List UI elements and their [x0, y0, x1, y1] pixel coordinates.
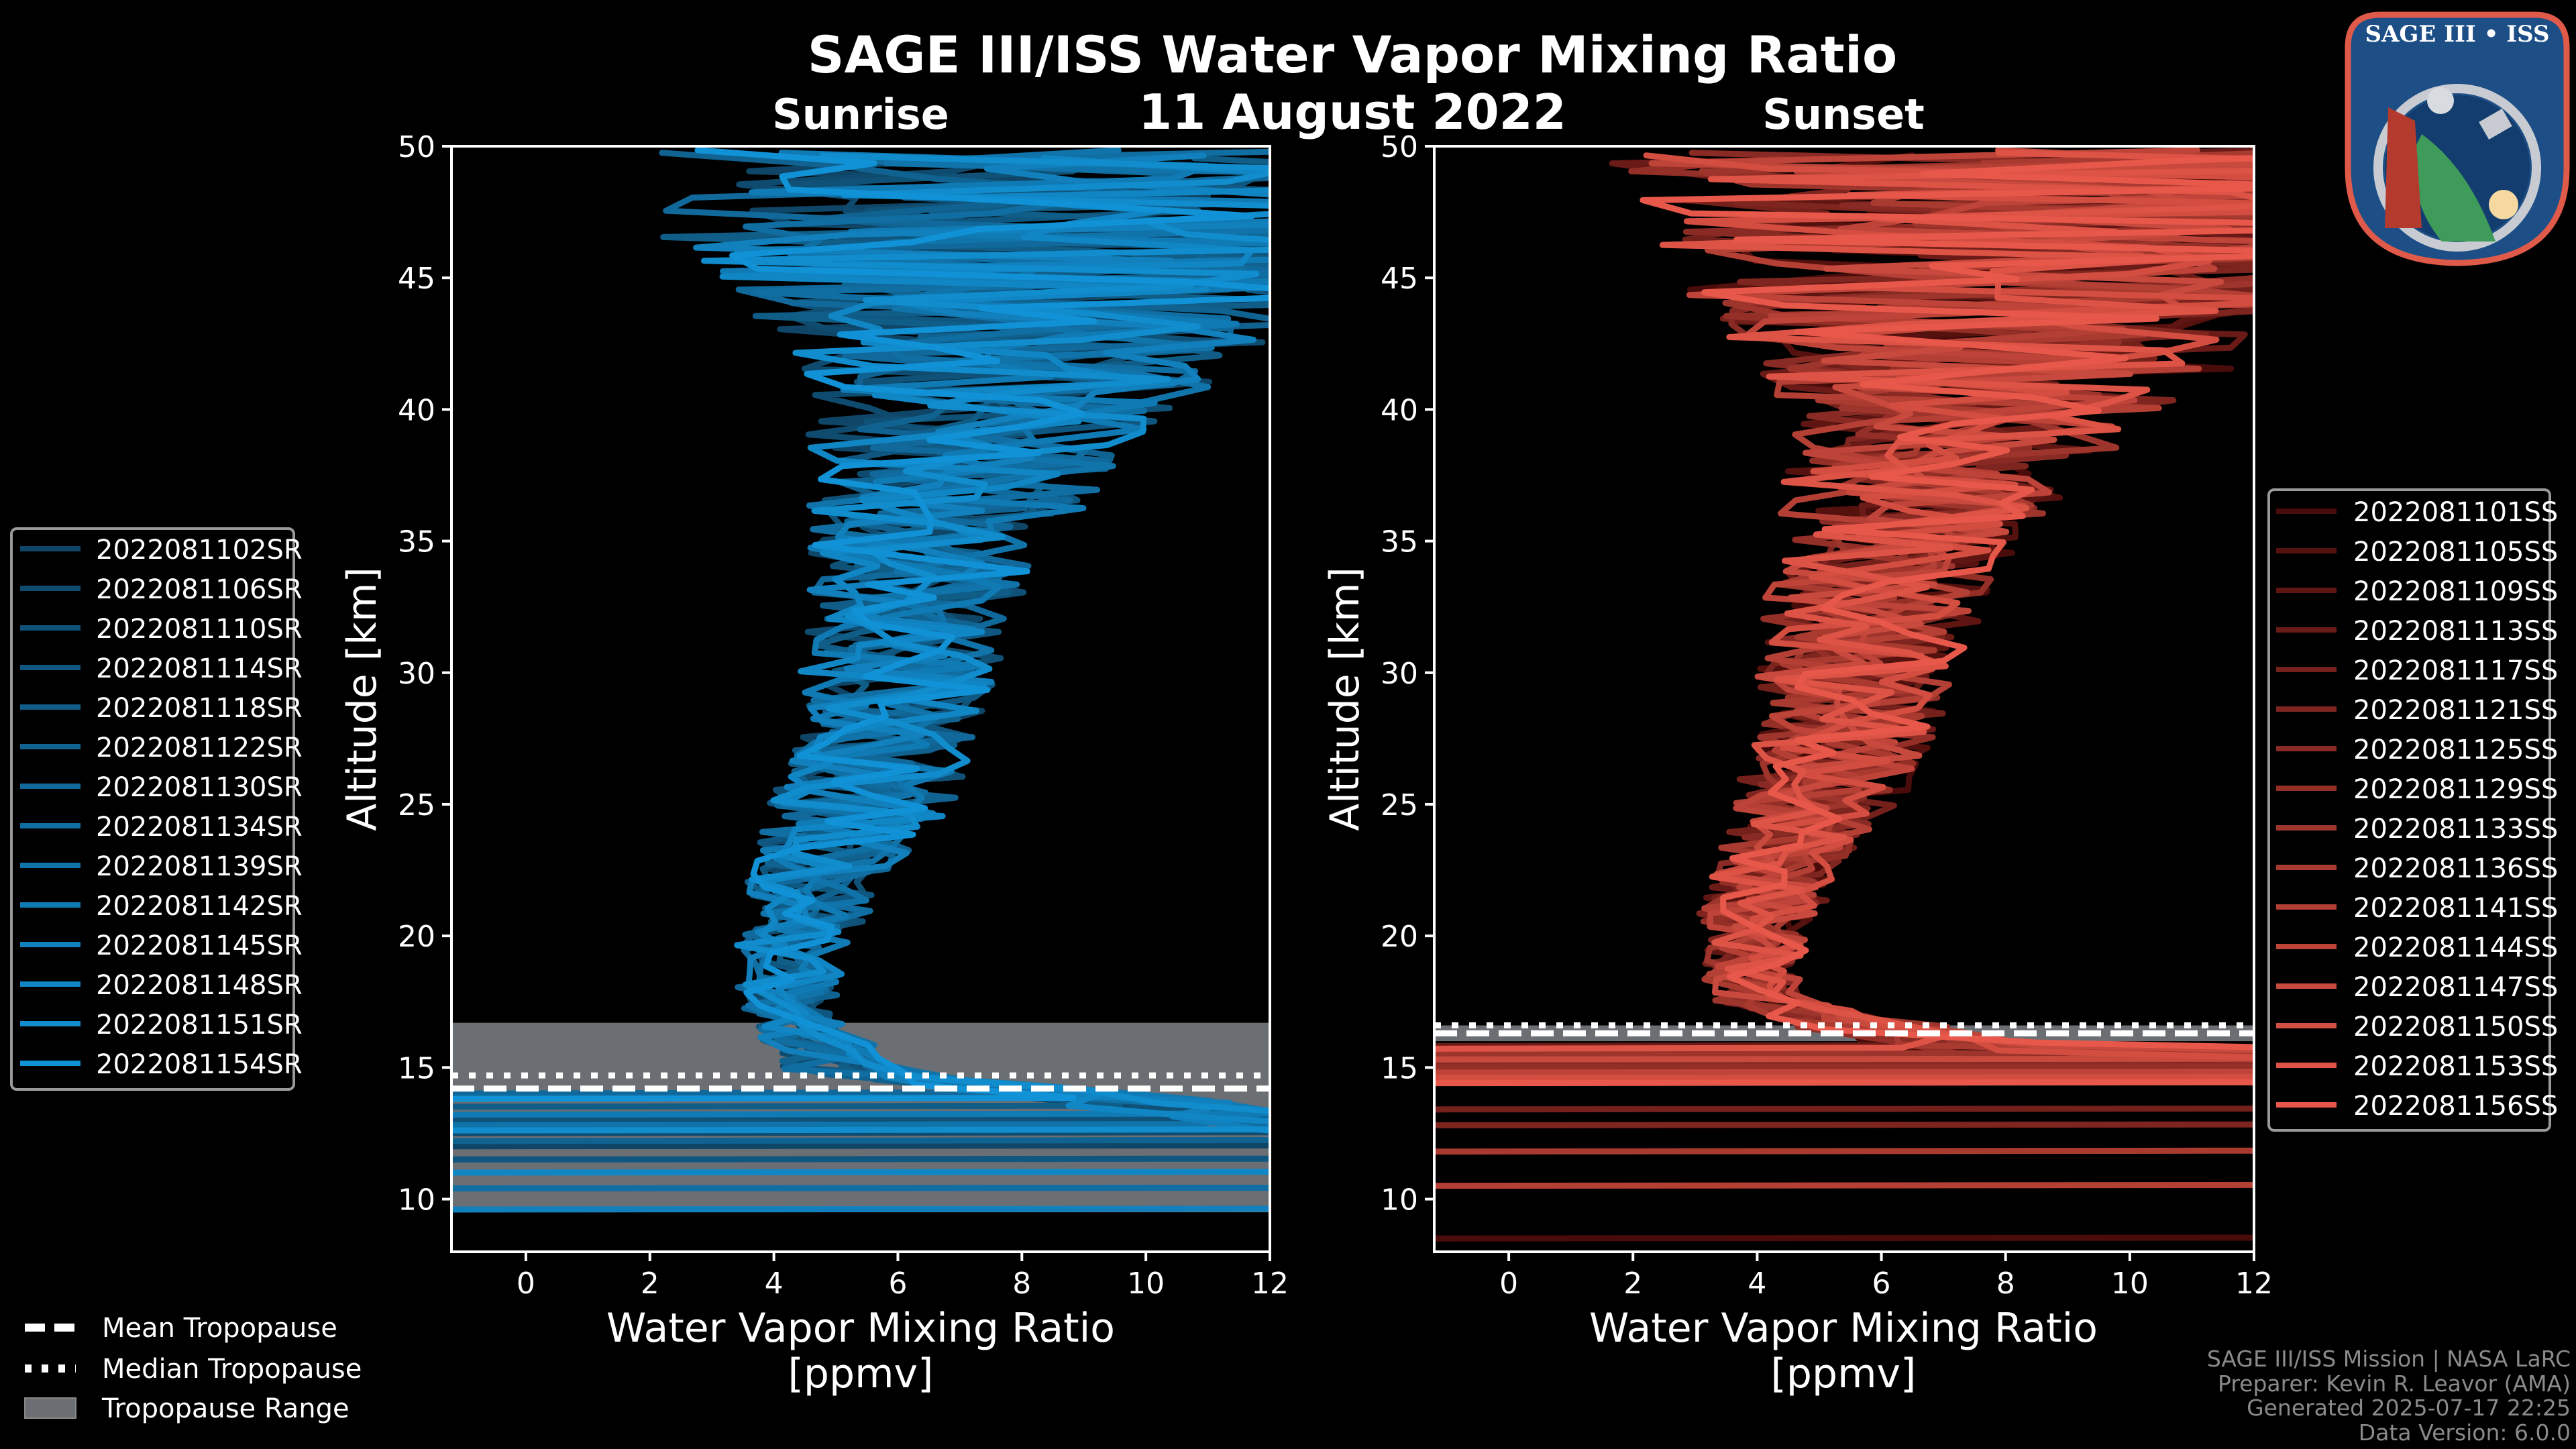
legend-label: 2022081134SR	[96, 812, 303, 843]
legend-label: 2022081105SS	[2353, 537, 2558, 568]
y-tick-label: 25	[1381, 788, 1418, 822]
sunrise-panel: 0 2 4 6 8 10 12 10 15 20 25 30 35 40 45 50	[398, 130, 1289, 1301]
x-tick-label: 8	[1996, 1267, 2015, 1301]
plot-area	[1434, 147, 2254, 1242]
tropopause-range-label: Tropopause Range	[101, 1393, 350, 1424]
axes-frame	[450, 145, 1271, 1253]
y-tick-label: 35	[398, 525, 435, 559]
x-tick-label: 10	[1127, 1267, 1165, 1301]
legend-label: 2022081142SR	[96, 891, 303, 922]
legend-label: 2022081147SS	[2353, 972, 2558, 1003]
y-tick-label: 40	[398, 393, 435, 427]
sunrise-legend-box	[10, 527, 295, 1091]
tropopause-legend: Mean Tropopause Median Tropopause Tropop…	[24, 1313, 362, 1424]
footer-version: Data Version: 6.0.0	[2359, 1419, 2571, 1446]
legend-label: 2022081117SS	[2353, 655, 2558, 686]
legend-label: 2022081102SR	[96, 535, 303, 566]
y-tick-label: 45	[1381, 262, 1418, 296]
legend-label: 2022081139SR	[96, 851, 303, 882]
footer-mission: SAGE III/ISS Mission | NASA LaRC	[2207, 1346, 2571, 1372]
profile-line-2022081148SR	[451, 155, 1270, 1176]
axes-frame	[1433, 145, 2255, 1253]
x-tick-label: 2	[641, 1267, 659, 1301]
y-tick-label: 35	[1381, 525, 1418, 559]
profile-line-2022081154SR	[451, 147, 1270, 1102]
y-tick-label: 10	[398, 1183, 435, 1218]
legend-label: 2022081106SR	[96, 574, 303, 605]
sunrise-xlabel-unit: [ppmv]	[788, 1350, 934, 1397]
sunrise-ylabel: Altitude [km]	[339, 567, 386, 831]
sunset-xlabel: Water Vapor Mixing Ratio	[1589, 1305, 2098, 1352]
legend-label: 2022081156SS	[2353, 1091, 2558, 1122]
legend-label: 2022081136SS	[2353, 853, 2558, 884]
x-tick-label: 4	[765, 1267, 784, 1301]
sunset-xlabel-unit: [ppmv]	[1771, 1350, 1917, 1397]
legend-label: 2022081150SS	[2353, 1012, 2558, 1042]
sunrise-legend: 2022081102SR 2022081106SR 2022081110SR 2022…	[20, 535, 303, 1080]
sunset-legend: 2022081101SS 2022081105SS 2022081109SS 2022…	[2276, 497, 2558, 1122]
y-tick-label: 10	[1381, 1183, 1418, 1218]
legend-label: 2022081148SR	[96, 970, 303, 1001]
sunrise-subtitle: Sunrise	[772, 90, 949, 139]
legend-label: 2022081122SR	[96, 733, 303, 763]
legend-label: 2022081133SS	[2353, 814, 2558, 845]
x-tick-label: 6	[1872, 1267, 1891, 1301]
legend-label: 2022081130SR	[96, 772, 303, 803]
y-tick-label: 50	[1381, 130, 1418, 164]
sunset-subtitle: Sunset	[1762, 90, 1925, 139]
legend-label: 2022081113SS	[2353, 616, 2558, 647]
x-tick-label: 10	[2111, 1267, 2149, 1301]
y-tick-label: 40	[1381, 393, 1418, 427]
legend-label: 2022081110SR	[96, 614, 303, 645]
legend-label: 2022081129SS	[2353, 774, 2558, 805]
x-tick-label: 2	[1623, 1267, 1642, 1301]
legend-label: 2022081125SS	[2353, 735, 2558, 765]
y-tick-label: 30	[1381, 657, 1418, 691]
x-tick-label: 12	[1251, 1267, 1289, 1301]
x-tick-label: 12	[2235, 1267, 2273, 1301]
legend-label: 2022081144SS	[2353, 932, 2558, 963]
sunrise-xlabel: Water Vapor Mixing Ratio	[606, 1305, 1115, 1352]
legend-label: 2022081109SS	[2353, 576, 2558, 607]
date-subtitle: 11 August 2022	[1138, 84, 1566, 140]
legend-label: 2022081141SS	[2353, 893, 2558, 924]
x-tick-label: 0	[517, 1267, 535, 1301]
x-tick-label: 6	[888, 1267, 907, 1301]
footer-preparer: Preparer: Kevin R. Leavor (AMA)	[2218, 1371, 2571, 1397]
legend-label: 2022081118SR	[96, 693, 303, 724]
logo-title: SAGE III • ISS	[2365, 21, 2549, 48]
sunset-legend-box	[2267, 488, 2551, 1132]
legend-label: 2022081154SR	[96, 1049, 303, 1080]
profile-line-2022081150SS	[1434, 152, 2254, 1081]
x-tick-label: 8	[1012, 1267, 1031, 1301]
legend-label: 2022081101SS	[2353, 497, 2558, 528]
x-tick-label: 0	[1499, 1267, 1518, 1301]
y-tick-label: 25	[398, 788, 435, 822]
legend-label: 2022081145SR	[96, 930, 303, 961]
legend-label: 2022081121SS	[2353, 695, 2558, 726]
sunset-ylabel: Altitude [km]	[1322, 567, 1368, 831]
mean-tropopause-label: Mean Tropopause	[102, 1313, 337, 1344]
y-tick-label: 20	[1381, 920, 1418, 954]
median-tropopause-label: Median Tropopause	[102, 1354, 362, 1385]
y-tick-label: 20	[398, 920, 435, 954]
legend-label: 2022081153SS	[2353, 1051, 2558, 1082]
plot-area	[451, 147, 1270, 1213]
legend-label: 2022081151SR	[96, 1010, 303, 1040]
footer-generated: Generated 2025-07-17 22:25	[2247, 1395, 2571, 1421]
tropopause-range-swatch	[24, 1397, 76, 1419]
y-tick-label: 50	[398, 130, 435, 164]
profile-line-2022081118SR	[451, 155, 1270, 1110]
chart-title: SAGE III/ISS Water Vapor Mixing Ratio	[808, 25, 1898, 85]
y-tick-label: 15	[1381, 1051, 1418, 1085]
legend-label: 2022081114SR	[96, 653, 303, 684]
y-tick-label: 15	[398, 1051, 435, 1085]
profile-line-2022081156SS	[1434, 155, 2254, 1087]
y-tick-label: 30	[398, 657, 435, 691]
sunset-panel: 0 2 4 6 8 10 12 10 15 20 25 30 35 40 45 50	[1381, 130, 2273, 1301]
x-tick-label: 4	[1748, 1267, 1766, 1301]
sage-iss-mission-logo: SAGE III • ISS	[2345, 11, 2570, 266]
y-tick-label: 45	[398, 262, 435, 296]
